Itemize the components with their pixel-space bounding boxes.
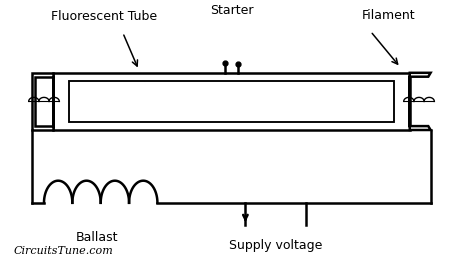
Text: Starter: Starter <box>210 4 253 17</box>
Polygon shape <box>69 81 394 122</box>
Text: Filament: Filament <box>362 9 416 22</box>
Polygon shape <box>410 73 431 130</box>
Text: Fluorescent Tube: Fluorescent Tube <box>51 10 157 23</box>
Text: Supply voltage: Supply voltage <box>229 239 322 252</box>
Text: CircuitsTune.com: CircuitsTune.com <box>14 246 113 256</box>
Text: Ballast: Ballast <box>76 231 119 244</box>
Polygon shape <box>32 73 53 130</box>
Polygon shape <box>53 73 410 130</box>
